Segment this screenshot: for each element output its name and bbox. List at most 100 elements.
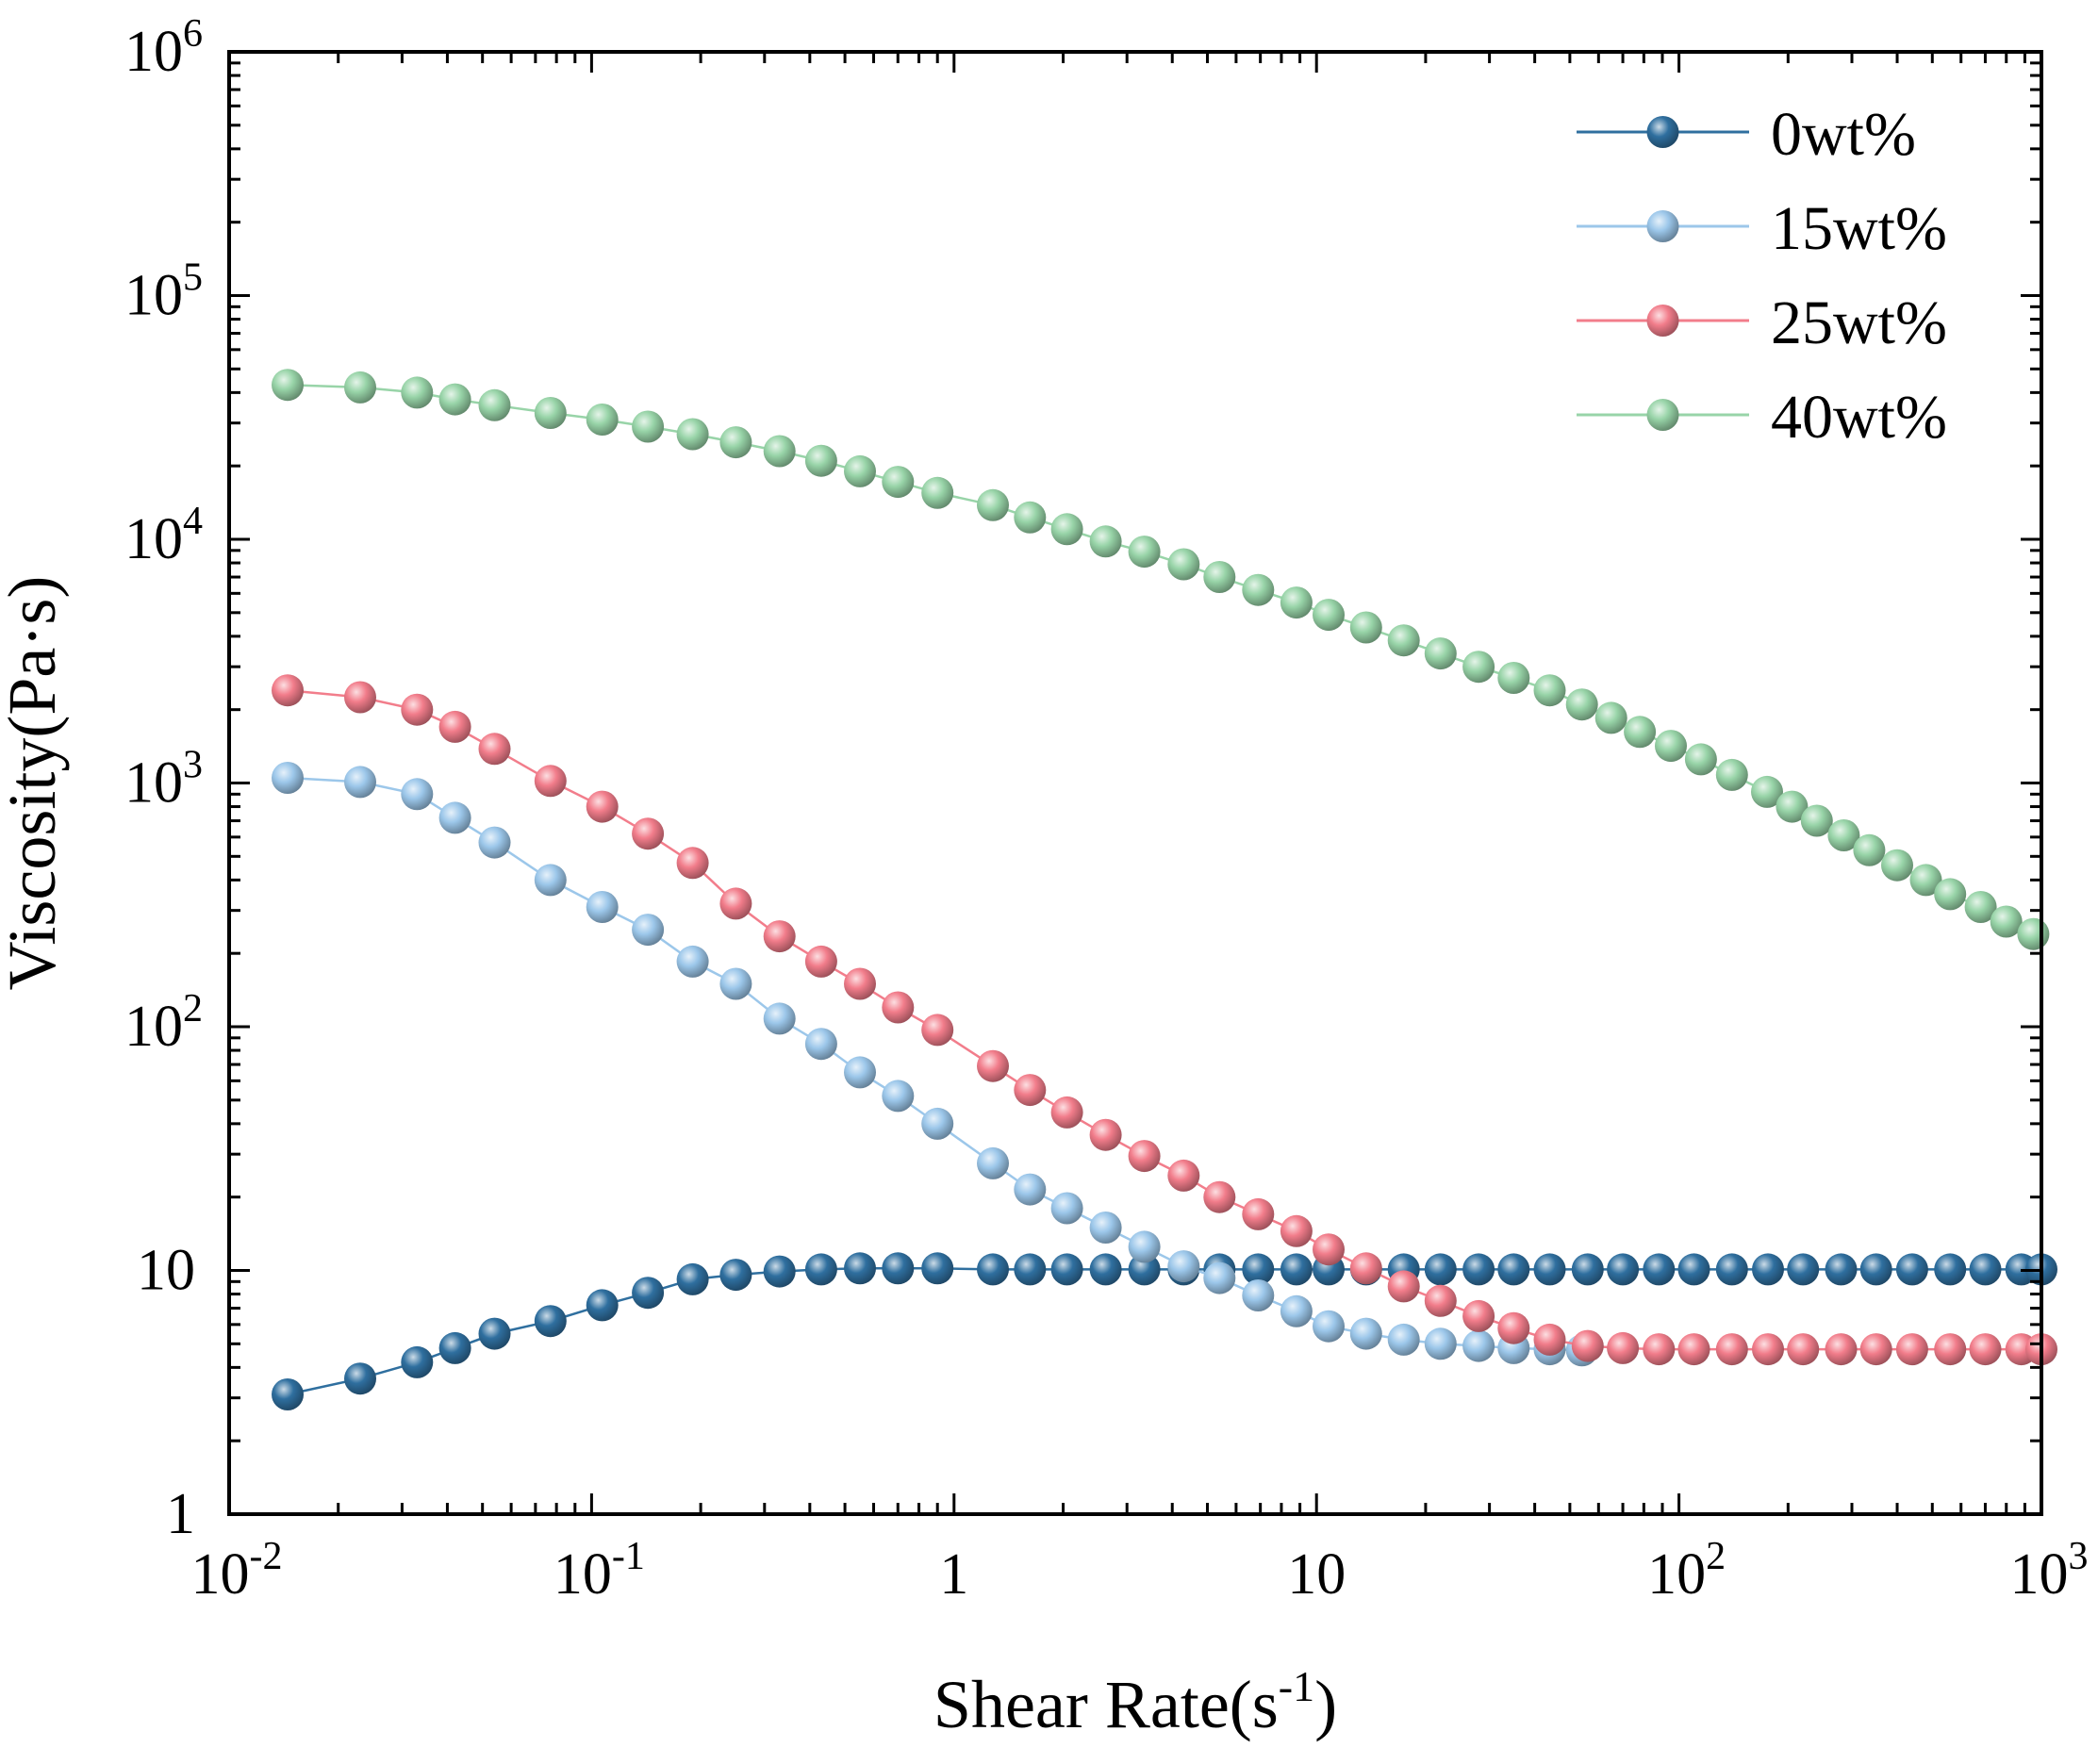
data-point <box>438 1331 471 1364</box>
data-point <box>1424 1284 1457 1317</box>
data-point <box>1462 1253 1495 1286</box>
data-point <box>1387 1323 1420 1356</box>
legend-marker <box>1646 399 1679 431</box>
data-point <box>804 1028 837 1061</box>
data-point <box>676 945 709 978</box>
data-point <box>1715 1253 1748 1286</box>
series-40wt% <box>272 369 2050 950</box>
data-point <box>1752 1333 1784 1366</box>
data-point <box>534 1305 567 1338</box>
data-point <box>478 1317 511 1350</box>
data-point <box>763 1255 796 1288</box>
data-point <box>586 1289 619 1322</box>
legend-item: 25wt% <box>1577 289 1947 357</box>
data-point <box>763 920 796 953</box>
data-point <box>676 1262 709 1295</box>
data-point <box>1571 1329 1604 1362</box>
data-point <box>1349 1252 1382 1285</box>
data-point <box>804 444 837 477</box>
data-point <box>844 1252 876 1285</box>
data-point <box>1787 1333 1820 1366</box>
data-point <box>882 1252 915 1285</box>
legend-label: 40wt% <box>1771 383 1947 452</box>
x-tick-label: 103 <box>2010 1535 2089 1607</box>
data-point <box>1853 833 1886 866</box>
legend-item: 40wt% <box>1577 383 1947 452</box>
data-point <box>1014 1253 1047 1286</box>
data-point <box>1776 790 1809 823</box>
data-point <box>1128 1230 1161 1263</box>
data-point <box>1089 1118 1122 1151</box>
data-point <box>1280 586 1313 619</box>
legend: 0wt% 15wt% 25wt% 40wt% <box>1577 100 1947 452</box>
data-point <box>1313 1310 1345 1343</box>
data-point <box>1387 624 1420 657</box>
y-tick-label: 103 <box>124 744 203 816</box>
data-point <box>1462 1329 1495 1362</box>
data-point <box>1571 1253 1604 1286</box>
data-point <box>1424 637 1457 670</box>
data-point <box>1313 599 1345 632</box>
data-point <box>1387 1270 1420 1303</box>
data-point <box>272 762 304 794</box>
data-point <box>1014 501 1047 534</box>
data-point <box>586 790 619 823</box>
series-0wt% <box>272 1252 2057 1410</box>
legend-label: 15wt% <box>1771 194 1947 263</box>
data-point <box>401 1345 434 1378</box>
data-point <box>1203 561 1236 593</box>
data-point <box>1242 1253 1275 1286</box>
y-tick-label: 1 <box>166 1482 195 1546</box>
data-point <box>1684 743 1717 776</box>
data-point <box>438 801 471 834</box>
data-point <box>1751 775 1783 808</box>
y-tick-label: 104 <box>124 500 203 571</box>
tick-labels: 10-2 10-1 1 10 102 103 1 10 102 103 104 105 106 <box>124 12 2089 1607</box>
data-point <box>1787 1253 1820 1286</box>
data-point <box>977 1253 1009 1286</box>
x-tick-label: 10 <box>1287 1542 1346 1607</box>
series-25wt% <box>272 674 2057 1366</box>
x-tick-label: 10-1 <box>553 1535 645 1607</box>
data-point <box>1349 611 1382 644</box>
data-point <box>1089 525 1122 558</box>
data-point <box>921 1014 954 1047</box>
y-tick-label: 106 <box>124 12 203 84</box>
data-point <box>1424 1253 1457 1286</box>
data-point <box>1280 1253 1313 1286</box>
data-point <box>1533 674 1566 707</box>
legend-item: 15wt% <box>1577 194 1947 263</box>
series-line <box>287 383 2034 935</box>
data-point <box>1280 1214 1313 1247</box>
data-point <box>534 765 567 798</box>
data-point <box>1242 1279 1275 1311</box>
data-point <box>1497 662 1530 694</box>
data-point <box>1677 1333 1710 1366</box>
data-point <box>1533 1253 1566 1286</box>
data-point <box>1677 1253 1710 1286</box>
data-point <box>1881 849 1913 882</box>
data-point <box>1349 1317 1382 1350</box>
data-point <box>344 766 376 799</box>
series-15wt% <box>272 762 1598 1367</box>
data-point <box>344 1362 376 1395</box>
x-tick-label: 102 <box>1647 1535 1726 1607</box>
data-point <box>1643 1253 1676 1286</box>
y-tick-label: 10 <box>137 1239 195 1303</box>
data-point <box>1313 1233 1345 1266</box>
data-point <box>1934 1253 1967 1286</box>
y-axis-title: Viscosity(Pa·s) <box>0 576 70 991</box>
data-point <box>1050 1096 1083 1129</box>
data-point <box>676 847 709 880</box>
data-point <box>719 1259 752 1292</box>
data-point <box>272 674 304 707</box>
data-point <box>1990 905 2023 938</box>
data-point <box>632 914 665 947</box>
data-point <box>844 454 876 487</box>
data-point <box>1969 1333 2002 1366</box>
data-point <box>882 1080 915 1113</box>
data-point <box>1424 1327 1457 1360</box>
data-point <box>1014 1173 1047 1206</box>
data-point <box>1242 573 1275 606</box>
data-point <box>1089 1253 1122 1286</box>
